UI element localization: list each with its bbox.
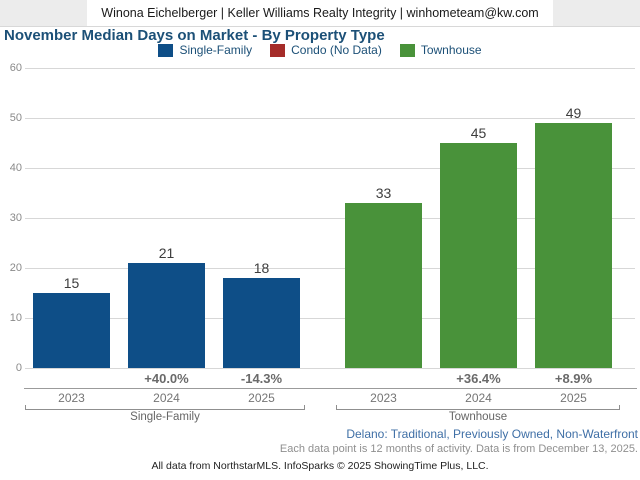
- chart-title: November Median Days on Market - By Prop…: [4, 27, 385, 44]
- bar-value-label: 21: [158, 245, 175, 261]
- bar-townhouse-2025[interactable]: [535, 123, 612, 368]
- legend-swatch-icon: [399, 43, 415, 57]
- chart-legend: Single-Family Condo (No Data) Townhouse: [0, 43, 640, 57]
- percent-change-label: +8.9%: [554, 371, 593, 386]
- attribution-footer: All data from NorthstarMLS. InfoSparks ©…: [151, 460, 489, 472]
- legend-item-condo-no-data[interactable]: Condo (No Data): [270, 43, 382, 57]
- bar-single-family-2023[interactable]: [33, 293, 110, 368]
- legend-label: Townhouse: [420, 43, 482, 57]
- x-axis-year-label: 2025: [248, 391, 275, 405]
- group-label-townhouse: Townhouse: [448, 411, 508, 423]
- legend-item-townhouse[interactable]: Townhouse: [399, 43, 482, 57]
- bar-value-label: 45: [470, 125, 487, 141]
- bar-value-label: 15: [63, 275, 80, 291]
- gridline: [25, 368, 635, 369]
- percent-change-label: +36.4%: [456, 371, 501, 386]
- y-axis-tick-label: 50: [9, 112, 22, 124]
- group-bracket: [25, 405, 305, 410]
- bar-value-label: 18: [253, 260, 270, 276]
- gridline: [25, 268, 635, 269]
- y-axis-tick-label: 20: [9, 262, 22, 274]
- x-axis-year-label: 2023: [370, 391, 397, 405]
- x-axis-year-label: 2025: [560, 391, 587, 405]
- gridline: [25, 68, 635, 69]
- percent-change-label: +40.0%: [144, 371, 189, 386]
- y-axis-tick-label: 40: [9, 162, 22, 174]
- bar-value-label: 33: [375, 185, 392, 201]
- legend-item-single-family[interactable]: Single-Family: [158, 43, 252, 57]
- gridline: [25, 218, 635, 219]
- legend-label: Single-Family: [179, 43, 253, 57]
- x-axis-year-label: 2024: [153, 391, 180, 405]
- percent-change-label: -14.3%: [240, 371, 283, 386]
- bar-single-family-2025[interactable]: [223, 278, 300, 368]
- bar-townhouse-2024[interactable]: [440, 143, 517, 368]
- bar-single-family-2024[interactable]: [128, 263, 205, 368]
- bar-value-label: 49: [565, 105, 582, 121]
- gridline: [25, 118, 635, 119]
- y-axis-tick-label: 30: [9, 212, 22, 224]
- filters-note: Delano: Traditional, Previously Owned, N…: [346, 427, 638, 441]
- x-axis-year-label: 2023: [58, 391, 85, 405]
- legend-swatch-icon: [158, 43, 174, 57]
- y-axis-tick-label: 0: [15, 362, 22, 374]
- y-axis-tick-label: 10: [9, 312, 22, 324]
- data-period-note: Each data point is 12 months of activity…: [279, 443, 638, 455]
- gridline: [25, 168, 635, 169]
- bar-townhouse-2023[interactable]: [345, 203, 422, 368]
- axis-separator-line: [24, 388, 637, 389]
- x-axis-year-label: 2024: [465, 391, 492, 405]
- legend-swatch-icon: [270, 43, 286, 57]
- gridline: [25, 318, 635, 319]
- group-label-single-family: Single-Family: [130, 411, 200, 423]
- contact-info: Winona Eichelberger | Keller Williams Re…: [87, 0, 553, 26]
- group-bracket: [336, 405, 620, 410]
- legend-label: Condo (No Data): [291, 43, 382, 57]
- contact-header-bar: Winona Eichelberger | Keller Williams Re…: [0, 0, 640, 27]
- y-axis-tick-label: 60: [9, 62, 22, 74]
